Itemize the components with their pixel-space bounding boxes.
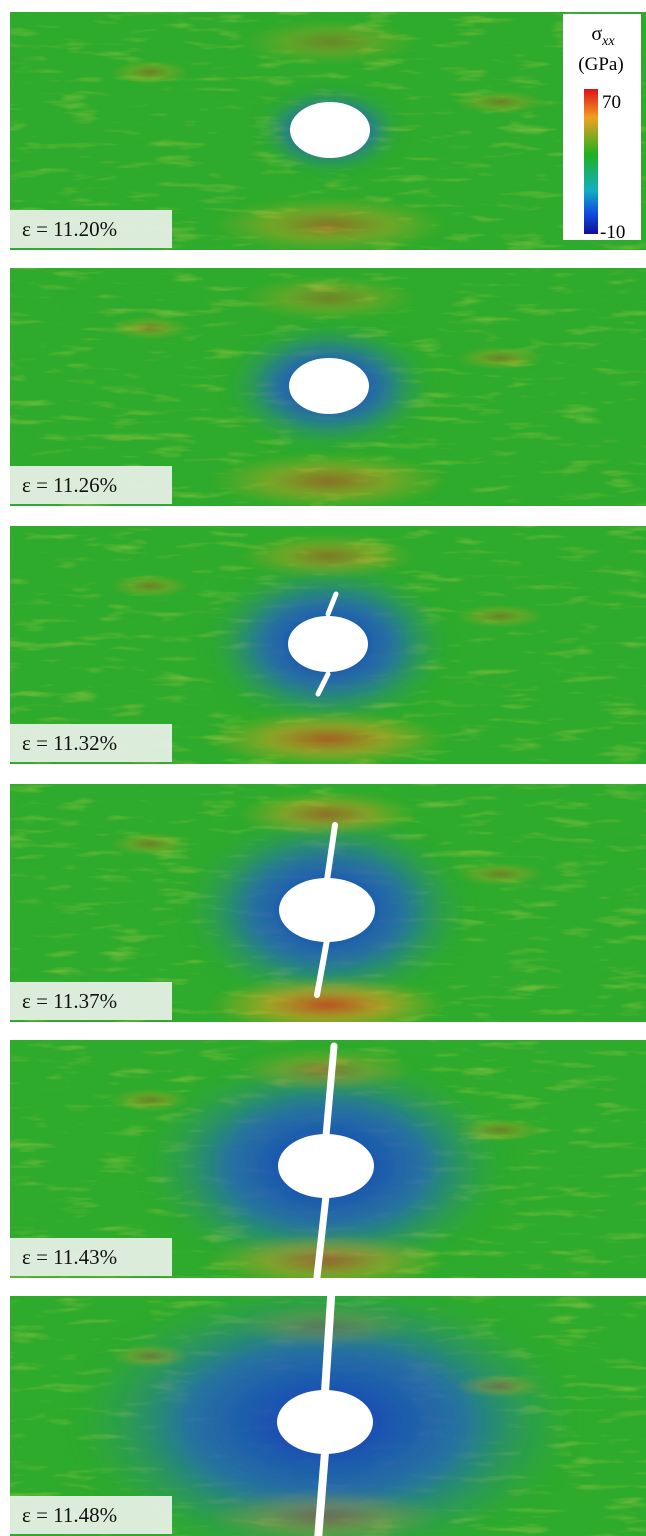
strain-label: ε = 11.20%: [22, 217, 117, 241]
strain-label: ε = 11.48%: [22, 1503, 117, 1527]
tension-band-below: [207, 977, 447, 1033]
stress-map: ε = 11.43%: [10, 1040, 646, 1289]
hole: [290, 102, 370, 158]
hot-spot: [455, 90, 545, 114]
map-content: ε = 11.48%: [10, 1267, 646, 1536]
stress-map: ε = 11.26%: [10, 268, 646, 509]
hot-spot: [455, 862, 545, 886]
strain-label: ε = 11.43%: [22, 1245, 117, 1269]
page: ε = 11.20% ε = 11.26% ε = 11.32% ε = 11.37%…: [0, 0, 646, 1536]
colorbar-gradient: [584, 89, 598, 234]
hole: [278, 1134, 374, 1198]
hot-spot: [110, 832, 190, 856]
hot-spot: [110, 60, 190, 84]
map-content: ε = 11.43%: [10, 1040, 646, 1289]
map-content: ε = 11.32%: [10, 526, 646, 767]
tension-band-above: [236, 1048, 416, 1092]
stress-map: ε = 11.37%: [10, 784, 646, 1033]
colorbar-min: -10: [600, 222, 625, 243]
colorbar-max: 70: [602, 92, 621, 113]
tension-band-above: [240, 20, 420, 64]
tension-band-below: [209, 453, 449, 509]
map-content: ε = 11.37%: [10, 784, 646, 1033]
strain-label: ε = 11.26%: [22, 473, 117, 497]
stress-map: ε = 11.20%: [10, 12, 646, 253]
colorbar-unit: (GPa): [578, 54, 623, 75]
map-content: ε = 11.20%: [10, 12, 646, 253]
hot-spot: [110, 1088, 190, 1112]
map-content: ε = 11.26%: [10, 268, 646, 509]
colorbar-symbol: σ: [591, 23, 602, 45]
hot-spot: [455, 1374, 545, 1398]
hot-spot: [110, 1344, 190, 1368]
hole: [277, 1390, 373, 1454]
stress-map: ε = 11.32%: [10, 526, 646, 767]
hot-spot: [455, 1118, 545, 1142]
tension-band-below: [206, 1233, 446, 1289]
hot-spot: [455, 346, 545, 370]
hole: [288, 616, 368, 672]
panels: ε = 11.20% ε = 11.26% ε = 11.32% ε = 11.37%…: [10, 12, 646, 1536]
tension-band-above: [238, 534, 418, 578]
stress-map: ε = 11.48%: [10, 1267, 646, 1536]
hot-spot: [110, 574, 190, 598]
hole: [279, 878, 375, 942]
tension-band-above: [237, 792, 417, 836]
tension-band-above: [239, 276, 419, 320]
hot-spot: [455, 604, 545, 628]
hole: [289, 358, 369, 414]
strain-label: ε = 11.37%: [22, 989, 117, 1013]
figure: ε = 11.20% ε = 11.26% ε = 11.32% ε = 11.37%…: [0, 0, 646, 1536]
tension-band-below: [210, 197, 450, 253]
colorbar: σxx (GPa) 70 -10: [563, 14, 641, 243]
tension-band-below: [208, 711, 448, 767]
strain-label: ε = 11.32%: [22, 731, 117, 755]
colorbar-subscript: xx: [601, 34, 615, 49]
hot-spot: [110, 316, 190, 340]
